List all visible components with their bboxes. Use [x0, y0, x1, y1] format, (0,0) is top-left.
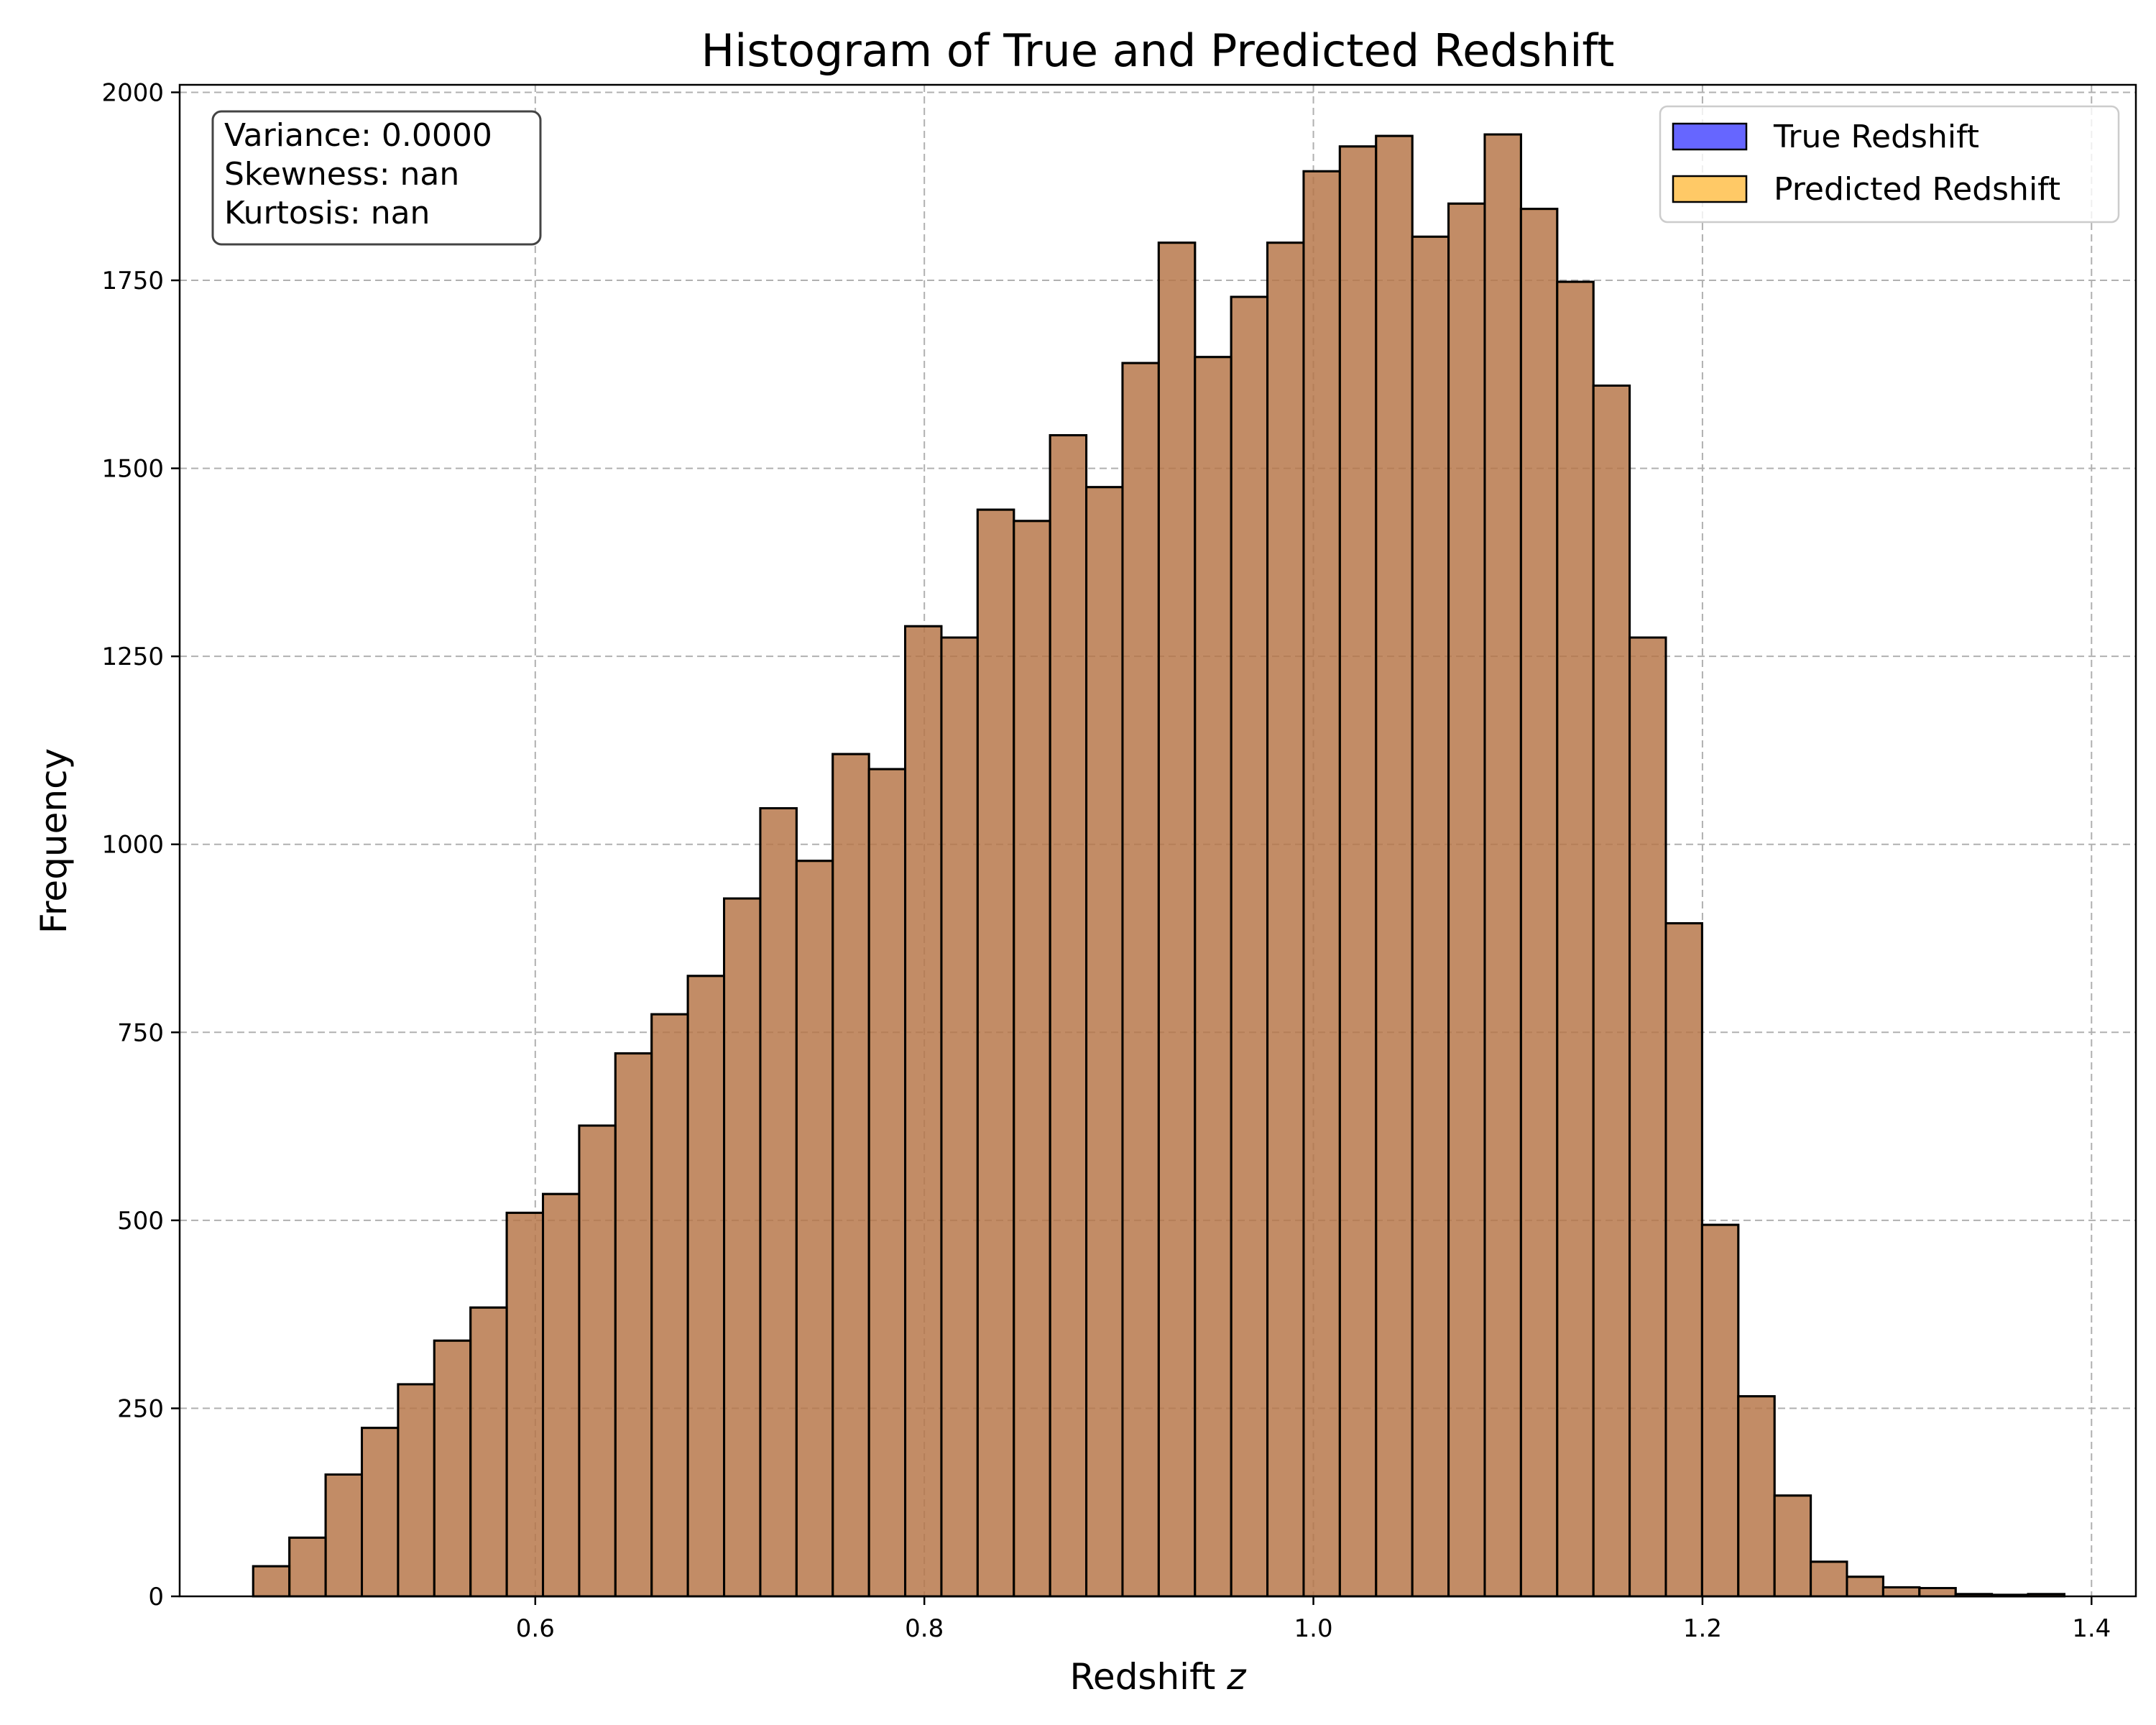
- predicted-redshift-bar: [397, 1383, 436, 1598]
- predicted-redshift-bar: [1447, 202, 1486, 1598]
- predicted-redshift-bar: [324, 1473, 364, 1598]
- x-tick-label: 0.8: [905, 1614, 944, 1643]
- legend: True Redshift Predicted Redshift: [1659, 105, 2120, 224]
- predicted-redshift-bar: [795, 860, 834, 1598]
- predicted-redshift-bar: [686, 975, 726, 1598]
- predicted-redshift-bar: [1302, 170, 1341, 1598]
- predicted-redshift-bar: [469, 1306, 508, 1598]
- predicted-redshift-bar: [1918, 1586, 1957, 1598]
- x-tick-label: 1.4: [2072, 1614, 2111, 1643]
- y-tick-label: 1750: [101, 267, 164, 295]
- predicted-redshift-bar: [1338, 145, 1378, 1598]
- predicted-redshift-bar: [288, 1536, 327, 1598]
- x-tick-label: 0.6: [516, 1614, 555, 1643]
- legend-label-true: True Redshift: [1773, 119, 1979, 155]
- stats-kurtosis: Kurtosis: nan: [224, 195, 430, 231]
- predicted-redshift-bar: [1157, 242, 1197, 1598]
- legend-frame: [1659, 105, 2120, 224]
- y-tick-label: 500: [117, 1207, 164, 1236]
- predicted-redshift-bar: [1628, 636, 1667, 1598]
- predicted-redshift-bar: [1556, 280, 1595, 1598]
- predicted-redshift-bar: [1846, 1576, 1884, 1598]
- predicted-redshift-bar: [1013, 520, 1051, 1598]
- predicted-redshift-bar: [361, 1427, 400, 1598]
- y-tick-label: 1250: [101, 643, 164, 671]
- predicted-redshift-bar: [1881, 1586, 1921, 1598]
- y-tick-label: 250: [117, 1394, 164, 1423]
- predicted-redshift-bar: [1737, 1395, 1776, 1598]
- predicted-redshift-bar: [904, 625, 943, 1598]
- chart-title: Histogram of True and Predicted Redshift: [701, 24, 1615, 77]
- predicted-redshift-bar: [252, 1565, 291, 1598]
- y-tick-label: 2000: [101, 78, 164, 107]
- predicted-redshift-bar: [1700, 1223, 1740, 1598]
- x-axis-label-variable: z: [1226, 1656, 1247, 1698]
- predicted-redshift-bar: [867, 768, 907, 1598]
- x-tick-label: 1.2: [1683, 1614, 1722, 1643]
- predicted-redshift-bar: [614, 1052, 653, 1598]
- y-axis-label: Frequency: [33, 748, 75, 934]
- predicted-redshift-bar: [1194, 356, 1233, 1598]
- stats-skewness: Skewness: nan: [224, 156, 459, 193]
- predicted-redshift-bar: [1230, 295, 1269, 1598]
- predicted-redshift-bar: [1121, 362, 1160, 1598]
- legend-label-predicted: Predicted Redshift: [1774, 171, 2060, 208]
- x-axis-label: Redshift z: [1069, 1656, 1247, 1698]
- predicted-redshift-bar: [759, 807, 798, 1598]
- predicted-redshift-bar: [1049, 434, 1088, 1598]
- stats-variance: Variance: 0.0000: [224, 117, 492, 154]
- predicted-redshift-bar: [505, 1211, 545, 1598]
- predicted-redshift-bar: [1411, 235, 1450, 1598]
- predicted-redshift-bar: [1519, 208, 1559, 1598]
- y-tick-label: 1500: [101, 455, 164, 484]
- predicted-redshift-bar: [1810, 1560, 1848, 1598]
- predicted-redshift-bar: [831, 753, 870, 1598]
- predicted-redshift-bar: [1483, 133, 1522, 1598]
- y-axis: 0 250 500 750 1000 1250 1500 1750 2000: [101, 78, 180, 1611]
- predicted-redshift-bar: [1664, 922, 1703, 1598]
- legend-swatch-predicted: [1672, 175, 1748, 203]
- stats-annotation: Variance: 0.0000 Skewness: nan Kurtosis:…: [211, 110, 542, 246]
- y-tick-label: 1000: [101, 831, 164, 860]
- x-axis: 0.6 0.8 1.0 1.2 1.4: [516, 1596, 2111, 1643]
- predicted-redshift-bar: [1266, 242, 1305, 1598]
- predicted-redshift-bar: [1375, 134, 1414, 1598]
- y-tick-label: 750: [117, 1018, 164, 1047]
- predicted-redshift-bar: [1085, 486, 1124, 1598]
- predicted-redshift-bar: [578, 1124, 617, 1598]
- bars-layer: [252, 133, 2065, 1598]
- predicted-redshift-bar: [976, 508, 1015, 1598]
- predicted-redshift-bar: [723, 897, 762, 1598]
- x-axis-label-text: Redshift: [1069, 1656, 1227, 1698]
- predicted-redshift-bar: [940, 636, 979, 1598]
- stats-box: [211, 110, 542, 246]
- predicted-redshift-bar: [542, 1192, 581, 1598]
- predicted-redshift-bar: [433, 1339, 472, 1598]
- y-tick-label: 0: [148, 1583, 164, 1611]
- predicted-redshift-bar: [1592, 385, 1631, 1598]
- legend-swatch-true: [1672, 122, 1748, 151]
- predicted-redshift-bar: [650, 1013, 689, 1598]
- x-tick-label: 1.0: [1294, 1614, 1333, 1643]
- plot-frame: [178, 83, 2137, 1598]
- predicted-redshift-bar: [1773, 1494, 1812, 1598]
